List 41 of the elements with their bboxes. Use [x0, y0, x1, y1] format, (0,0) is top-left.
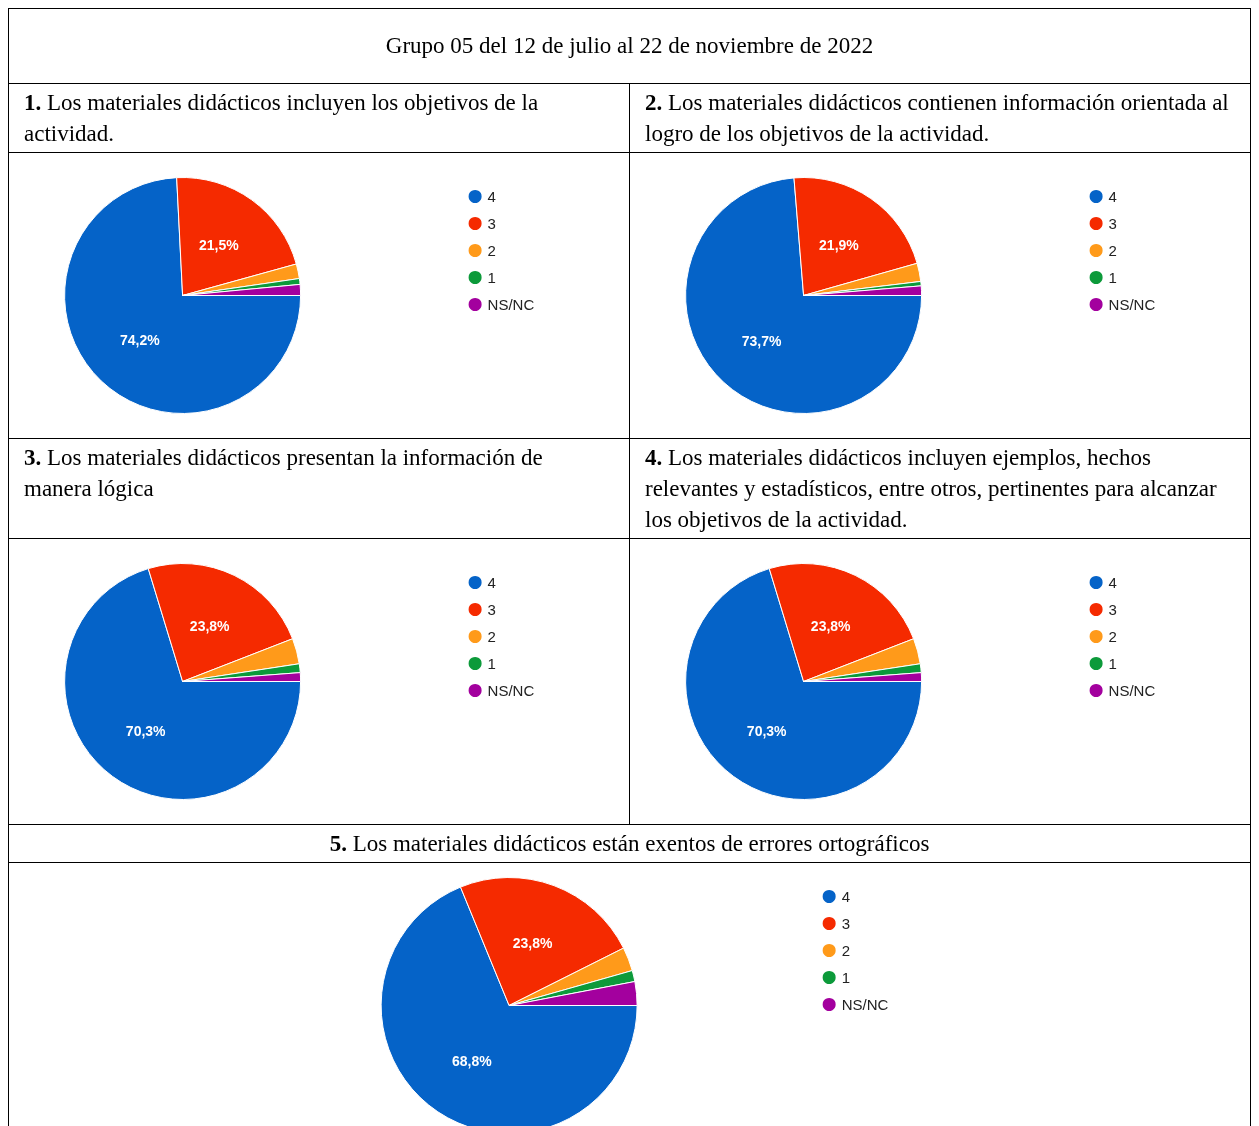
- chart-title: 1. Los materiales didácticos incluyen los objetivos de la actividad.: [10, 85, 628, 151]
- legend-label: 1: [487, 655, 496, 672]
- legend-label: 4: [487, 574, 496, 591]
- data-label: 68,8%: [451, 1053, 493, 1070]
- legend-label: NS/NC: [1108, 296, 1156, 313]
- data-label: 74,2%: [120, 332, 161, 349]
- legend-label: NS/NC: [487, 682, 535, 699]
- legend-label: 4: [1108, 188, 1117, 205]
- legend-label: NS/NC: [487, 296, 535, 313]
- data-label: 70,3%: [125, 723, 167, 740]
- data-label: 23,8%: [512, 934, 554, 951]
- legend-label: 3: [1108, 215, 1117, 232]
- legend-label: 4: [841, 888, 850, 905]
- chart-title: 4. Los materiales didácticos incluyen ejemplos, hechos relevantes y estadísticos, entre otros, pertinentes para alcanzar los objetivos de la actividad.: [631, 440, 1249, 537]
- legend-label: 2: [487, 242, 496, 259]
- legend-label: 3: [841, 915, 850, 932]
- legend-label: 3: [487, 215, 496, 232]
- legend-label: 2: [1108, 628, 1117, 645]
- data-label: 23,8%: [189, 617, 231, 634]
- legend-label: 2: [1108, 242, 1117, 259]
- legend-label: NS/NC: [841, 996, 889, 1013]
- text: Grupo 05 del 12 de julio al 22 de noviembre de 2022: [384, 33, 875, 59]
- data-label: 21,5%: [199, 237, 240, 254]
- chart-title: 2. Los materiales didácticos contienen información orientada al logro de los objetivos de la actividad.: [631, 85, 1249, 151]
- legend-label: 2: [487, 628, 496, 645]
- chart-title: 3. Los materiales didácticos presentan la información de manera lógica: [23, 444, 544, 503]
- legend-label: 1: [1108, 269, 1117, 286]
- data-label: 23,8%: [810, 617, 852, 634]
- chart-title: 5. Los materiales didácticos están exentos de errores ortográficos: [10, 826, 1249, 861]
- legend-label: 3: [1108, 601, 1117, 618]
- legend-label: 2: [841, 942, 850, 959]
- data-label: 21,9%: [819, 236, 860, 253]
- data-label: 70,3%: [746, 723, 788, 740]
- data-label: 73,7%: [741, 333, 782, 350]
- legend-label: 1: [1108, 655, 1117, 672]
- legend-label: 1: [841, 969, 850, 986]
- legend-label: 4: [1108, 574, 1117, 591]
- legend-label: 1: [487, 269, 496, 286]
- legend-label: 4: [487, 188, 496, 205]
- legend-label: NS/NC: [1108, 682, 1156, 699]
- legend-label: 3: [487, 601, 496, 618]
